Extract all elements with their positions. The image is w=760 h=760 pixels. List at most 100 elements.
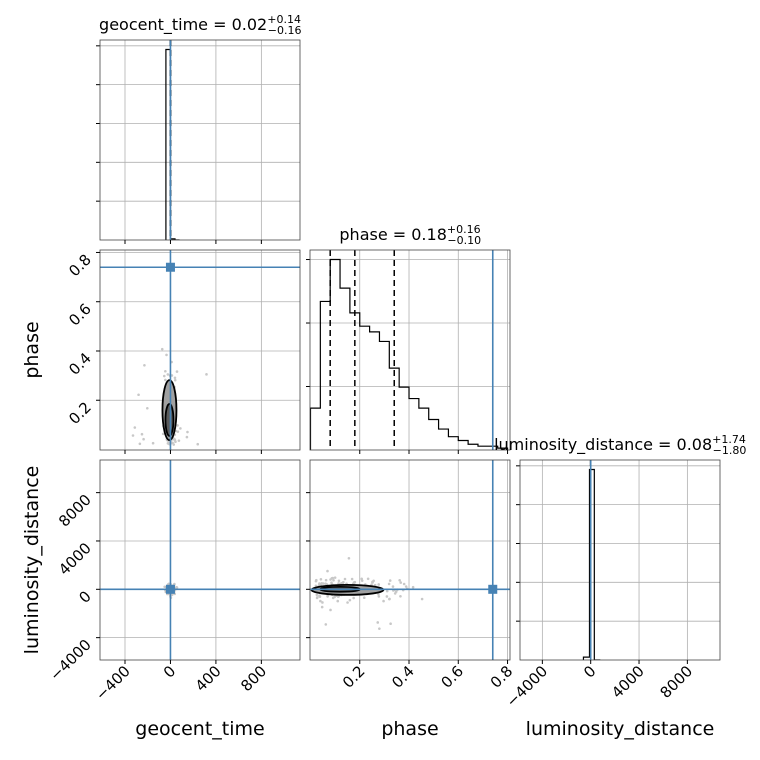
sample-point [402,582,406,586]
sample-point [166,373,170,376]
sample-point [319,577,323,581]
sample-point [146,406,149,410]
title-sub: −0.16 [268,24,302,37]
sample-point [314,579,318,583]
sample-point [385,595,389,598]
sample-point [382,599,385,603]
sample-point [371,580,374,584]
sample-point [389,622,392,626]
x-tick-label: 0 [580,662,599,681]
x-tick-label: 8000 [656,662,696,702]
panel-frame [99,249,301,451]
sample-point [324,623,328,626]
sample-point [131,434,135,437]
sample-point [388,579,392,582]
sample-point [387,582,391,586]
sample-point [398,579,401,582]
density-contour-inner [164,403,175,437]
panel-frame [519,459,721,661]
title-sup: +1.74 [712,433,746,446]
title-main: phase = 0.18 [339,225,446,244]
histogram-step [582,468,601,660]
sample-point [346,601,349,604]
sample-point [318,595,322,598]
sample-point [321,601,324,604]
histogram-step [165,48,180,240]
x-tick-label: 0 [160,662,179,681]
sample-point [162,374,166,378]
sample-point [377,595,381,598]
sample-point [341,581,345,585]
sample-point [330,576,334,580]
sample-point [404,585,408,588]
sample-point [315,596,319,599]
sample-point [420,597,424,601]
sample-point [366,577,370,581]
x-axis-label-luminosity_distance: luminosity_distance [526,718,715,740]
x-tick-label: −400 [92,662,134,704]
truth-marker [165,584,175,594]
sample-point [330,581,333,585]
sample-point [133,426,137,429]
sample-point [347,556,351,560]
sample-point [173,438,177,442]
sample-point [171,441,174,445]
panel-title: phase = 0.18+0.16 [339,223,480,244]
x-tick-label: 0.4 [388,662,418,692]
title-sub: −1.80 [713,444,747,457]
x-tick-label: 0.2 [339,662,369,692]
y-tick-label: 0.6 [65,300,95,330]
sample-point [176,424,179,427]
y-axis-label-luminosity_distance: luminosity_distance [21,466,43,655]
panel-frame [309,459,511,661]
sample-point [137,393,140,397]
sample-point [176,430,180,433]
y-tick-label: 0.2 [65,398,95,428]
sample-point [185,435,189,439]
sample-point [319,599,322,603]
sample-point [142,437,145,441]
sample-point [399,594,402,598]
y-tick-label: 0.8 [65,251,95,281]
title-main: luminosity_distance = 0.08 [494,435,712,455]
scatter-content [100,460,300,660]
y-tick-label: −4000 [46,636,95,685]
histogram-step [310,258,509,450]
panel-title: geocent_time = 0.02+0.14 [99,13,301,35]
sample-point [333,595,336,599]
sample-point [333,576,337,579]
sample-point [378,627,381,630]
sample-point [388,597,391,601]
sample-point [326,569,329,573]
x-tick-label: 800 [237,662,270,695]
x-axis-label-geocent_time: geocent_time [135,718,264,740]
sample-point [411,585,415,589]
scatter-content [310,460,510,660]
sample-point [315,593,319,597]
sample-point [343,577,347,581]
hist-content [165,40,180,240]
sample-point [163,585,166,589]
sample-point [173,582,176,586]
sample-point [332,579,335,582]
x-tick-label: 4000 [608,662,648,702]
sample-point [320,605,324,609]
sample-point [173,378,177,382]
x-axis-label-phase: phase [381,718,438,740]
sample-point [324,578,328,582]
sample-point [326,595,329,598]
hist-content [310,250,509,450]
sample-point [143,364,146,367]
sample-point [337,595,340,598]
sample-point [164,369,167,373]
sample-point [151,441,155,445]
panel-frame [99,459,301,661]
sample-point [205,373,208,376]
title-sup: +0.14 [267,13,301,26]
sample-point [350,577,354,581]
sample-point [377,583,381,586]
panel-frame [99,39,301,241]
hist-content [582,460,601,660]
